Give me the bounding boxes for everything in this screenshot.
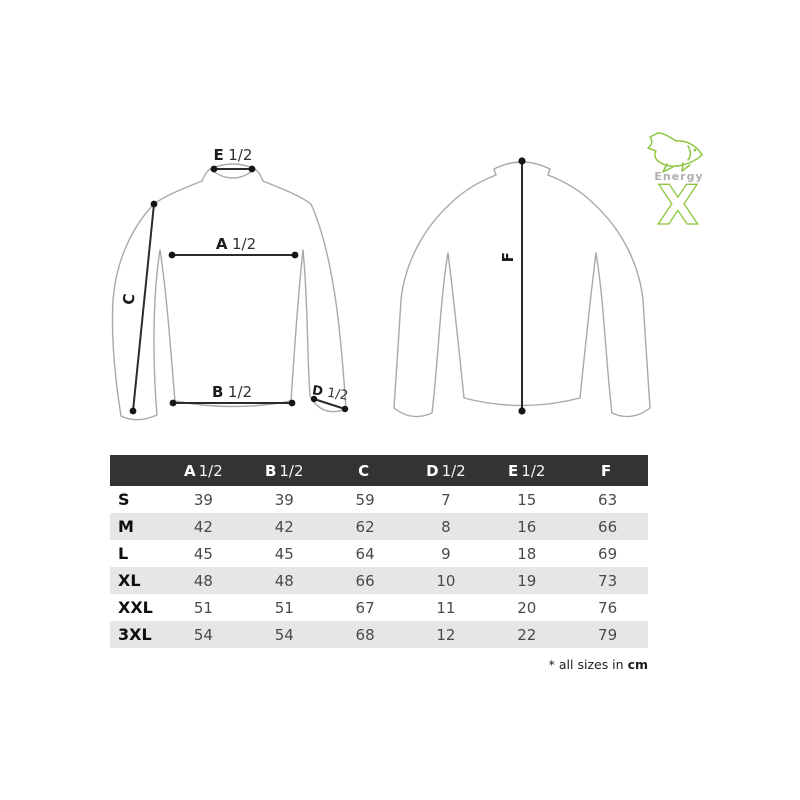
measure-letter: D (311, 383, 325, 400)
value-cell: 69 (598, 544, 618, 563)
measure-letter: A (215, 235, 228, 253)
value-cell: 42 (193, 517, 213, 536)
front-shirt-diagram (111, 163, 349, 421)
value-cell: 22 (517, 625, 537, 644)
size-table-header: A 1/2 B 1/2 C D 1/2 E 1/2 F (110, 455, 648, 486)
size-label: XL (118, 571, 141, 590)
measure-fraction: 1/2 (326, 385, 350, 404)
units-footnote: * all sizes in cm (549, 657, 648, 672)
measure-letter: E (213, 146, 225, 164)
header-fraction: 1/2 (198, 461, 223, 480)
value-cell: 51 (274, 598, 294, 617)
header-letter: A (184, 461, 196, 480)
carp-icon (647, 132, 703, 173)
value-cell: 9 (441, 544, 451, 563)
value-cell: 59 (355, 490, 375, 509)
measure-line-e (210, 165, 256, 173)
value-cell: 42 (274, 517, 294, 536)
header-cell-e: E 1/2 (486, 462, 567, 480)
header-cell-f: F (567, 462, 648, 480)
measure-line-c (129, 200, 158, 415)
value-cell: 8 (441, 517, 451, 536)
measure-label-e: E 1/2 (214, 147, 253, 163)
logo-energy-text: Energy (654, 170, 704, 183)
table-row-xxl: XXL 51 51 67 11 20 76 (110, 594, 648, 621)
value-cell: 48 (193, 571, 213, 590)
measure-fraction: 1/2 (227, 383, 253, 401)
measure-line-f (518, 157, 526, 415)
value-cell: 68 (355, 625, 375, 644)
measure-line-d (310, 395, 349, 413)
footnote-unit: cm (627, 657, 648, 672)
measure-letter: C (119, 292, 139, 306)
measure-label-a: A 1/2 (216, 236, 256, 252)
value-cell: 79 (598, 625, 618, 644)
front-collar-outline (201, 163, 264, 182)
logo-x-text: X (657, 174, 699, 237)
value-cell: 54 (274, 625, 294, 644)
measure-letter: B (211, 383, 224, 401)
value-cell: 11 (436, 598, 456, 617)
table-row-m: M 42 42 62 8 16 66 (110, 513, 648, 540)
value-cell: 63 (598, 490, 618, 509)
value-cell: 54 (193, 625, 213, 644)
value-cell: 67 (355, 598, 375, 617)
measure-line-b (169, 399, 296, 407)
header-fraction: 1/2 (441, 461, 466, 480)
value-cell: 48 (274, 571, 294, 590)
size-label: 3XL (118, 625, 152, 644)
header-letter: F (600, 461, 612, 480)
value-cell: 73 (598, 571, 618, 590)
value-cell: 7 (441, 490, 451, 509)
header-cell-a: A 1/2 (163, 462, 244, 480)
measure-fraction: 1/2 (228, 146, 253, 164)
value-cell: 45 (193, 544, 213, 563)
value-cell: 64 (355, 544, 375, 563)
measure-label-c: C (119, 292, 139, 306)
header-fraction: 1/2 (279, 461, 304, 480)
value-cell: 39 (193, 490, 213, 509)
footnote-text: * all sizes in (548, 657, 624, 672)
table-row-s: S 39 39 59 7 15 63 (110, 486, 648, 513)
table-row-l: L 45 45 64 9 18 69 (110, 540, 648, 567)
header-letter: C (358, 461, 370, 480)
value-cell: 39 (274, 490, 294, 509)
table-row-xl: XL 48 48 66 10 19 73 (110, 567, 648, 594)
header-letter: E (508, 461, 519, 480)
value-cell: 20 (517, 598, 537, 617)
value-cell: 16 (517, 517, 537, 536)
header-letter: D (426, 461, 439, 480)
value-cell: 18 (517, 544, 537, 563)
measure-label-f: F (499, 251, 517, 263)
size-table: A 1/2 B 1/2 C D 1/2 E 1/2 F S 39 39 59 7 15 … (110, 455, 648, 648)
shirt-diagrams: X (111, 132, 703, 421)
table-row-3xl: 3XL 54 54 68 12 22 79 (110, 621, 648, 648)
value-cell: 19 (517, 571, 537, 590)
value-cell: 66 (355, 571, 375, 590)
header-letter: B (264, 461, 277, 480)
header-fraction: 1/2 (521, 461, 546, 480)
value-cell: 66 (598, 517, 618, 536)
value-cell: 12 (436, 625, 456, 644)
size-label: S (118, 490, 130, 509)
value-cell: 76 (598, 598, 618, 617)
size-label: M (118, 517, 134, 536)
measure-letter: F (499, 251, 517, 263)
header-cell-d: D 1/2 (406, 462, 487, 480)
measure-line-a (168, 251, 299, 259)
measure-fraction: 1/2 (231, 235, 257, 253)
measure-label-b: B 1/2 (212, 384, 252, 400)
value-cell: 45 (274, 544, 294, 563)
value-cell: 51 (193, 598, 213, 617)
value-cell: 62 (355, 517, 375, 536)
header-cell-b: B 1/2 (244, 462, 325, 480)
size-label: XXL (118, 598, 153, 617)
value-cell: 15 (517, 490, 537, 509)
header-cell-c: C (325, 462, 406, 480)
size-label: L (118, 544, 129, 563)
value-cell: 10 (436, 571, 456, 590)
back-shirt-diagram (393, 157, 651, 418)
